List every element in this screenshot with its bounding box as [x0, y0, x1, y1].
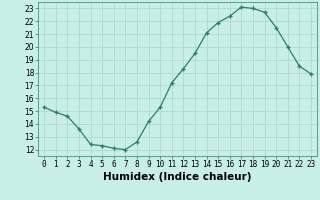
X-axis label: Humidex (Indice chaleur): Humidex (Indice chaleur) — [103, 172, 252, 182]
